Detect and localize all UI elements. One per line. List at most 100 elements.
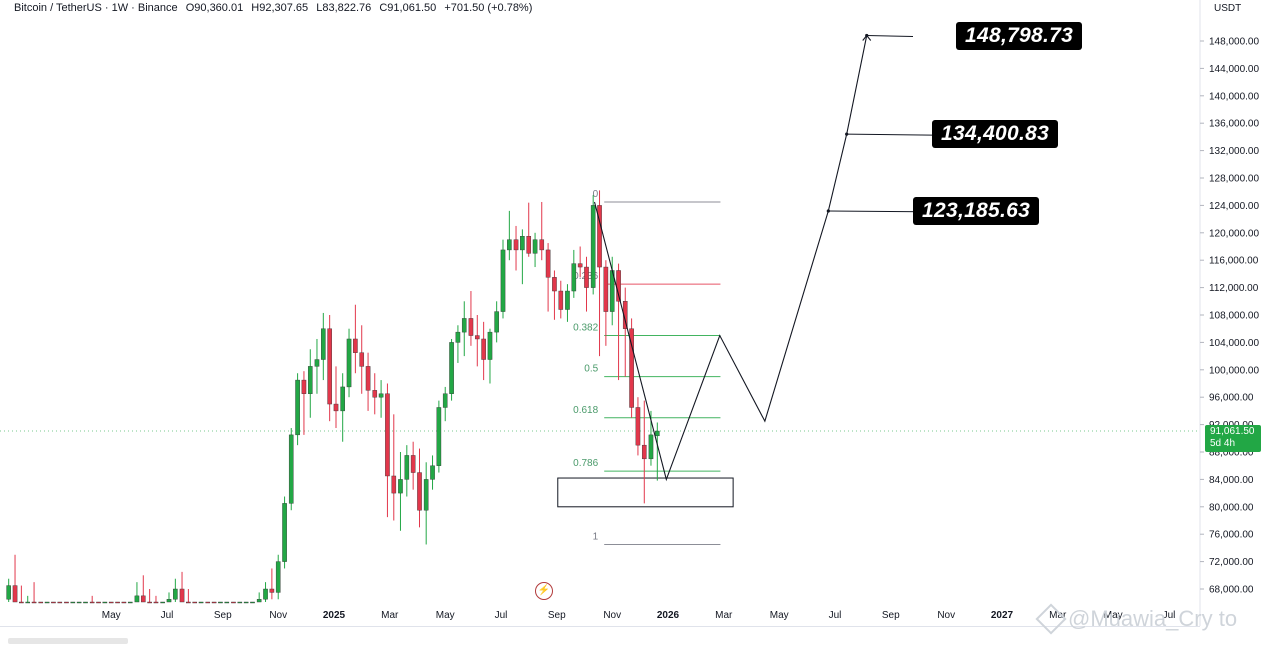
candle-body xyxy=(461,318,467,333)
candle-body xyxy=(102,601,108,604)
candle-body xyxy=(532,239,538,254)
candle-body xyxy=(552,277,557,292)
time-tick-label: Nov xyxy=(603,610,621,621)
target-label-3[interactable]: 123,185.63 xyxy=(913,197,1040,225)
last-price-tag: 91,061.50 5d 4h xyxy=(1205,425,1261,452)
candle-body xyxy=(590,205,596,288)
symbol-name[interactable]: Bitcoin / TetherUS · 1W · Binance xyxy=(14,2,178,14)
target-label-1[interactable]: 148,798.73 xyxy=(956,22,1083,50)
candle-body xyxy=(526,236,532,254)
time-tick-label: May xyxy=(102,610,121,621)
price-tick-label: 96,000.00 xyxy=(1209,393,1254,404)
fib-level-label: 0.786 xyxy=(573,458,598,469)
candle-body xyxy=(513,239,519,251)
candle-body xyxy=(648,434,654,460)
candle-body xyxy=(307,366,313,394)
candle-body xyxy=(231,601,236,604)
candle-body xyxy=(597,205,602,268)
candle-body xyxy=(558,290,564,310)
candle-body xyxy=(263,588,268,600)
candle-body xyxy=(179,588,185,603)
candle-body xyxy=(629,328,634,408)
bottom-toolbar-strip xyxy=(0,637,1280,646)
target-line xyxy=(846,133,933,136)
fib-level-label: 0 xyxy=(593,189,599,200)
candle-body xyxy=(140,595,146,603)
candle-body xyxy=(282,503,287,562)
candle-body xyxy=(64,601,69,604)
fib-level-label: 0.5 xyxy=(584,364,598,375)
bottom-toolbar-placeholder xyxy=(8,638,128,644)
candle-body xyxy=(571,263,577,292)
candle-body xyxy=(353,338,358,353)
price-tick-label: 72,000.00 xyxy=(1209,557,1254,568)
time-tick-label: Jul xyxy=(1163,610,1176,621)
candle-body xyxy=(545,249,551,278)
time-tick-label: Sep xyxy=(882,610,900,621)
candle-body xyxy=(70,601,76,604)
price-tick-label: 144,000.00 xyxy=(1209,64,1259,75)
candle-body xyxy=(372,390,378,398)
candle-body xyxy=(430,465,435,480)
candle-body xyxy=(173,588,178,600)
candle-body xyxy=(641,444,647,460)
candle-body xyxy=(192,601,198,604)
candle-body xyxy=(410,455,416,473)
price-tick-label: 116,000.00 xyxy=(1209,256,1259,267)
ohlc-low: L83,822.76 xyxy=(316,2,372,14)
time-tick-label: Mar xyxy=(1049,610,1067,621)
candle-body xyxy=(520,236,525,251)
price-tick-label: 68,000.00 xyxy=(1209,585,1254,596)
candle-body xyxy=(417,472,422,511)
time-tick-label: 2027 xyxy=(991,610,1014,621)
candle-body xyxy=(474,335,480,340)
candle-body xyxy=(327,328,332,405)
candle-body xyxy=(19,601,24,604)
candle-body xyxy=(333,403,339,412)
lightning-icon[interactable]: ⚡ xyxy=(535,582,553,600)
time-tick-label: 2025 xyxy=(323,610,346,621)
candle-body xyxy=(224,601,230,604)
ohlc-high: H92,307.65 xyxy=(251,2,309,14)
axis-unit[interactable]: USDT xyxy=(1214,3,1242,14)
candle-body xyxy=(436,407,442,466)
candle-body xyxy=(442,393,448,408)
price-tick-label: 140,000.00 xyxy=(1209,91,1259,102)
time-tick-label: May xyxy=(1104,610,1123,621)
candle-body xyxy=(121,601,127,604)
candle-body xyxy=(198,601,204,604)
symbol-header: Bitcoin / TetherUS · 1W · Binance O90,36… xyxy=(14,2,537,14)
projection-path xyxy=(593,35,868,482)
candle-body xyxy=(89,601,95,604)
candle-body xyxy=(404,455,410,480)
candle-body xyxy=(25,601,31,604)
candle-body xyxy=(359,352,365,367)
candle-body xyxy=(51,601,56,604)
price-tick-label: 84,000.00 xyxy=(1209,475,1254,486)
candle-body xyxy=(256,599,262,603)
candle-body xyxy=(237,601,243,604)
time-tick-label: May xyxy=(770,610,789,621)
candle-body xyxy=(205,601,211,604)
price-tick-label: 76,000.00 xyxy=(1209,530,1254,541)
fib-level-label: 0.618 xyxy=(573,405,598,416)
price-tick-label: 80,000.00 xyxy=(1209,502,1254,513)
candle-body xyxy=(288,434,294,504)
ohlc-change: +701.50 (+0.78%) xyxy=(444,2,533,14)
candle-body xyxy=(31,601,37,604)
candle-body xyxy=(6,585,11,600)
candle-body xyxy=(134,595,140,603)
candle-body xyxy=(211,601,217,604)
candle-body xyxy=(398,479,403,494)
candle-body xyxy=(275,561,281,593)
target-label-2[interactable]: 134,400.83 xyxy=(932,120,1059,148)
time-tick-label: Mar xyxy=(715,610,733,621)
candle-body xyxy=(340,386,345,412)
time-tick-label: Jul xyxy=(829,610,842,621)
candle-body xyxy=(449,342,454,394)
time-tick-label: 2026 xyxy=(657,610,680,621)
candle-body xyxy=(635,407,641,446)
candle-body xyxy=(127,601,133,604)
candle-body xyxy=(76,601,82,604)
